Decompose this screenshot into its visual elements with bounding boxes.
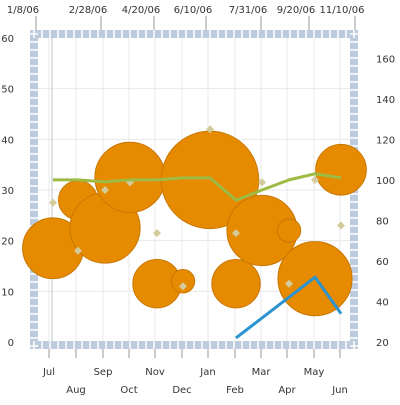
left-axis-tick-label: 50 [1, 85, 14, 96]
bottom-axis-tick-label: Jan [199, 367, 215, 378]
right-axis-tick-label: 160 [376, 54, 395, 65]
right-axis-tick-label: 140 [376, 95, 395, 106]
line-series [53, 172, 343, 340]
left-axis-tick-label: 30 [1, 186, 14, 197]
diamond-point [311, 175, 319, 184]
diamond-point [49, 198, 57, 207]
diamond-point [337, 221, 345, 230]
bottom-axis-tick-label: Aug [66, 385, 86, 396]
top-axis-tick-label: 2/28/06 [69, 5, 108, 16]
diamond-point [179, 282, 187, 291]
right-axis-tick-label: 120 [376, 135, 395, 146]
diamond-point [206, 125, 214, 134]
bottom-axis-tick-label: Sep [94, 367, 113, 378]
right-axis-tick-label: 60 [376, 257, 389, 268]
right-axis-tick-label: 80 [376, 216, 389, 227]
axes: 0 10 20 30 40 50 60 20 40 60 80 100 120 140 160 1/8/06 2… [1, 5, 395, 396]
left-axis-tick-label: 10 [1, 287, 14, 298]
diamond-point [74, 246, 82, 255]
diamond-point [232, 229, 240, 238]
bubble-point [276, 218, 302, 243]
top-axis-tick-label: 9/20/06 [277, 5, 316, 16]
left-axis-tick-label: 0 [8, 338, 14, 349]
diamond-series [49, 125, 345, 291]
left-axis-tick-label: 20 [1, 237, 14, 248]
diamond-point [258, 178, 266, 187]
bottom-axis-tick-label: Dec [172, 385, 191, 396]
diamond-point [153, 229, 161, 238]
bottom-axis-tick-label: Mar [252, 367, 272, 378]
blue-series-line [235, 275, 343, 340]
bubble-point [94, 141, 166, 213]
bottom-axis-tick-label: Nov [145, 367, 165, 378]
green-series-line [53, 172, 342, 202]
right-axis-tick-label: 100 [376, 176, 395, 187]
left-axis-tick-label: 60 [1, 34, 14, 45]
bottom-axis-tick-label: Oct [120, 385, 137, 396]
bottom-axis-tick-label: May [304, 367, 325, 378]
top-axis-tick-label: 4/20/06 [122, 5, 161, 16]
left-axis-tick-label: 40 [1, 135, 14, 146]
bubble-point [315, 143, 367, 196]
top-axis-tick-label: 6/10/06 [174, 5, 213, 16]
bubble-point [211, 259, 261, 309]
bottom-axis-tick-label: Jun [331, 385, 348, 396]
right-axis-tick-label: 40 [376, 297, 389, 308]
top-axis-tick-label: 7/31/06 [229, 5, 268, 16]
bottom-axis-tick-label: Jul [42, 367, 55, 378]
diamond-point [285, 279, 293, 288]
top-axis-tick-label: 11/10/06 [320, 5, 365, 16]
bottom-axis-tick-label: Apr [278, 385, 296, 396]
bubble-point [170, 269, 196, 294]
diamond-point [101, 186, 109, 194]
bottom-axis-tick-label: Feb [226, 385, 244, 396]
top-axis-tick-label: 1/8/06 [7, 5, 39, 16]
right-axis-tick-label: 20 [376, 338, 389, 349]
bubble-series [22, 130, 367, 317]
